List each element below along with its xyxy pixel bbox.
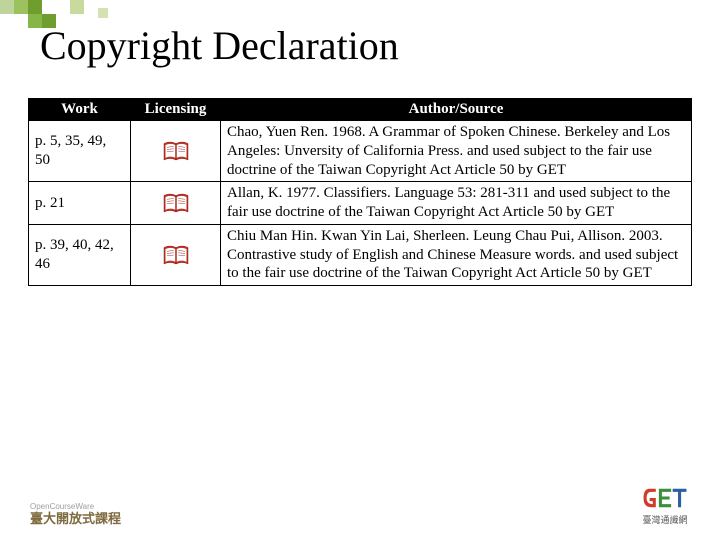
cell-source: Chao, Yuen Ren. 1968. A Grammar of Spoke…: [221, 121, 692, 182]
cell-licensing: [131, 121, 221, 182]
cell-work: p. 5, 35, 49, 50: [29, 121, 131, 182]
footer-right: 臺灣通識網: [642, 484, 688, 526]
deco-square: [70, 0, 84, 14]
header-licensing: Licensing: [131, 99, 221, 121]
header-source: Author/Source: [221, 99, 692, 121]
book-icon: [161, 194, 191, 210]
footer-left: OpenCourseWare 臺大開放式課程: [30, 503, 121, 526]
cell-work: p. 39, 40, 42, 46: [29, 224, 131, 285]
table-row: p. 21 Allan, K. 1977. Classifiers. Langu…: [29, 182, 692, 225]
page-title: Copyright Declaration: [40, 22, 399, 69]
footer-right-label: 臺灣通識網: [642, 513, 688, 526]
deco-square: [28, 0, 42, 14]
footer: OpenCourseWare 臺大開放式課程 臺灣通識網: [0, 482, 720, 530]
copyright-table-wrap: Work Licensing Author/Source p. 5, 35, 4…: [28, 98, 692, 286]
cell-source: Allan, K. 1977. Classifiers. Language 53…: [221, 182, 692, 225]
cell-licensing: [131, 182, 221, 225]
table-row: p. 39, 40, 42, 46 Chiu Man Hin. Kwan Yin…: [29, 224, 692, 285]
deco-square: [0, 0, 14, 14]
deco-square: [98, 8, 108, 18]
header-work: Work: [29, 99, 131, 121]
copyright-table: Work Licensing Author/Source p. 5, 35, 4…: [28, 98, 692, 286]
table-header-row: Work Licensing Author/Source: [29, 99, 692, 121]
book-icon: [161, 246, 191, 262]
book-icon: [161, 143, 191, 159]
cell-licensing: [131, 224, 221, 285]
table-row: p. 5, 35, 49, 50 Chao, Yuen Ren. 1968. A…: [29, 121, 692, 182]
deco-square: [14, 0, 28, 14]
cell-work: p. 21: [29, 182, 131, 225]
table-body: p. 5, 35, 49, 50 Chao, Yuen Ren. 1968. A…: [29, 121, 692, 286]
footer-ocw-cn: 臺大開放式課程: [30, 512, 121, 526]
get-logo-icon: [642, 484, 688, 512]
cell-source: Chiu Man Hin. Kwan Yin Lai, Sherleen. Le…: [221, 224, 692, 285]
